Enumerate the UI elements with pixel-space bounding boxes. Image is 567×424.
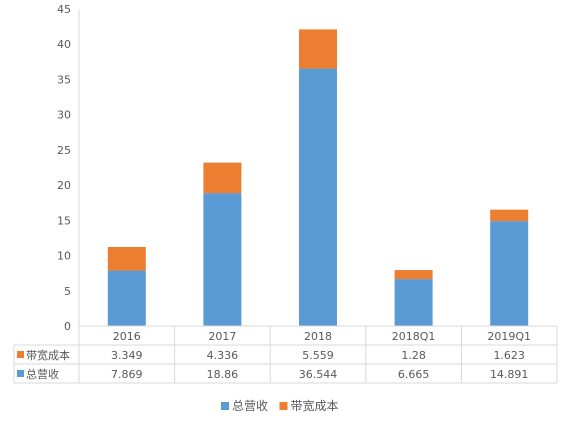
bar-total-revenue <box>203 193 242 326</box>
table-data-label: 1.623 <box>493 349 525 362</box>
x-category-label: 2016 <box>113 330 141 343</box>
table-data-label: 36.544 <box>299 368 338 381</box>
y-tick-label: 30 <box>57 109 71 122</box>
x-category-label: 2019Q1 <box>487 330 531 343</box>
table-data-label: 14.891 <box>490 368 529 381</box>
legend-label: 总营收 <box>232 399 268 413</box>
bar-total-revenue <box>299 68 337 327</box>
legend-swatch <box>221 402 229 410</box>
bar-bandwidth-cost <box>394 270 433 280</box>
table-data-label: 1.28 <box>401 349 426 362</box>
y-tick-label: 0 <box>64 320 71 333</box>
table-data-label: 18.86 <box>207 368 239 381</box>
x-category-label: 2017 <box>208 330 236 343</box>
y-tick-label: 45 <box>57 3 71 16</box>
y-tick-label: 15 <box>57 214 71 227</box>
table-series-name: 带宽成本 <box>26 348 70 362</box>
table-data-label: 3.349 <box>111 349 143 362</box>
table-data-label: 7.869 <box>111 368 143 381</box>
table-series-name: 总营收 <box>26 367 59 381</box>
bar-bandwidth-cost <box>107 246 146 271</box>
legend-swatch <box>279 402 288 410</box>
y-tick-label: 10 <box>57 250 71 263</box>
table-data-label: 5.559 <box>302 349 334 362</box>
bar-bandwidth-cost <box>203 162 242 194</box>
bar-bandwidth-cost <box>490 209 529 222</box>
table-legend-swatch <box>17 351 24 358</box>
y-tick-label: 5 <box>64 285 71 298</box>
bar-total-revenue <box>107 270 146 326</box>
table-data-label: 6.665 <box>398 368 430 381</box>
table-legend-swatch <box>17 370 24 377</box>
bar-bandwidth-cost <box>299 29 337 69</box>
y-tick-label: 35 <box>57 73 71 86</box>
y-tick-label: 25 <box>57 144 71 157</box>
y-tick-label: 40 <box>57 38 71 51</box>
y-tick-label: 20 <box>57 179 71 192</box>
x-category-label: 2018Q1 <box>392 330 436 343</box>
legend-label: 带宽成本 <box>291 398 339 413</box>
x-category-label: 2018 <box>304 330 332 343</box>
table-data-label: 4.336 <box>207 349 239 362</box>
bar-total-revenue <box>490 221 529 326</box>
bar-total-revenue <box>394 279 433 326</box>
